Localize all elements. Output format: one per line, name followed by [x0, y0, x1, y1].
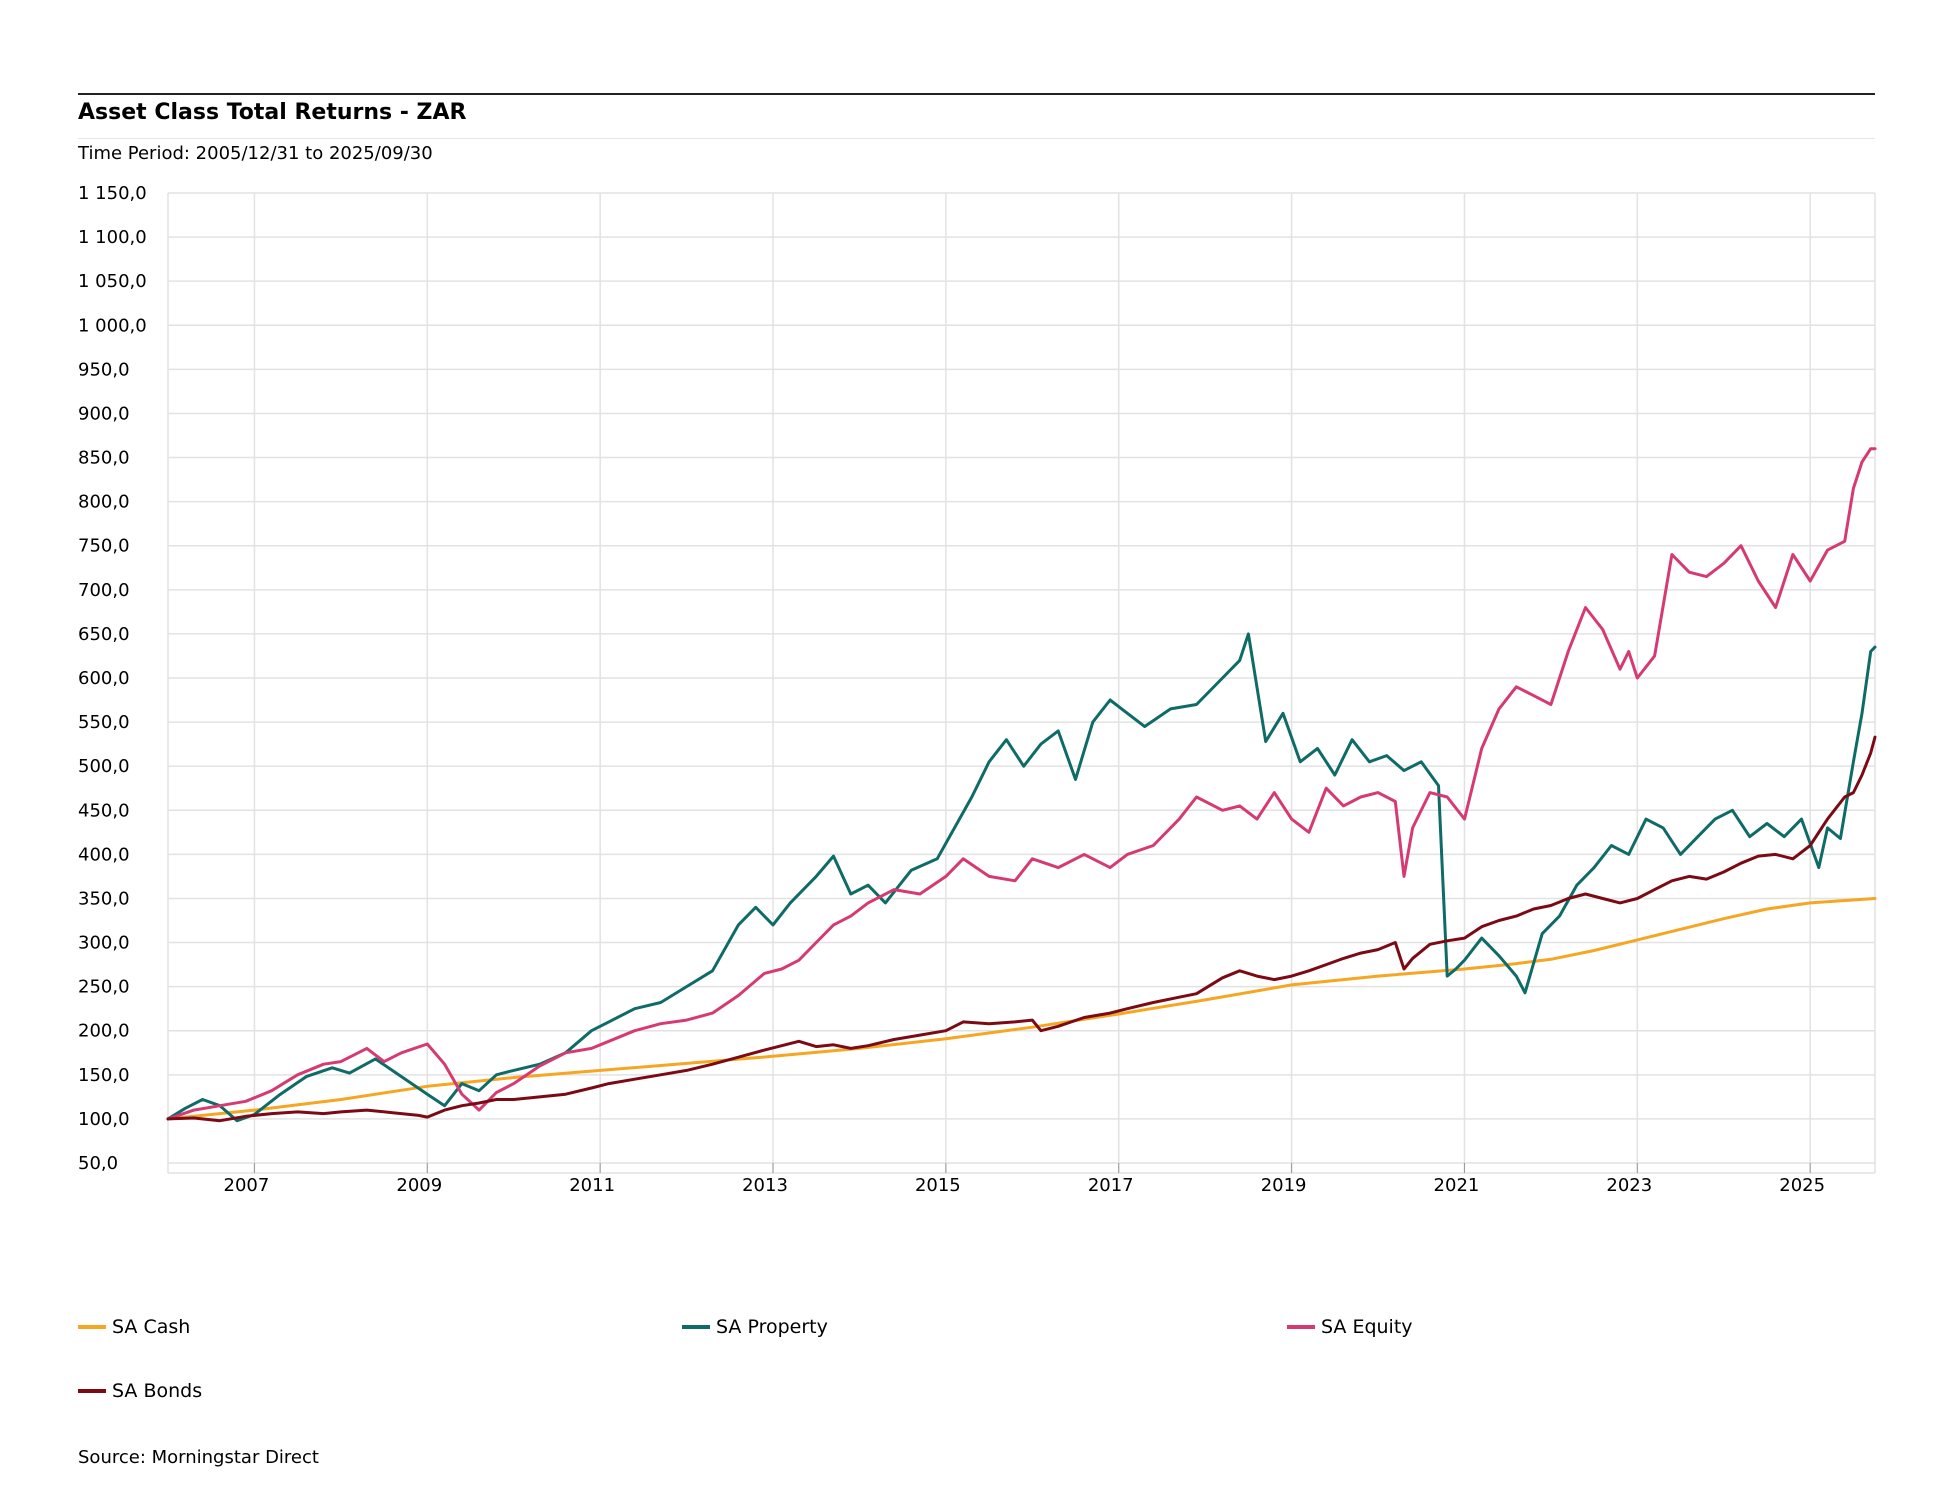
- x-tick-label: 2007: [224, 1175, 270, 1196]
- y-tick-label: 800,0: [78, 492, 130, 513]
- x-tick-label: 2015: [915, 1175, 961, 1196]
- y-tick-label: 1 150,0: [78, 183, 147, 204]
- x-tick-label: 2013: [742, 1175, 788, 1196]
- y-tick-label: 300,0: [78, 933, 130, 954]
- x-axis: 2007 2009 2011 2013 2015 2017 2019 2021 2023 2025: [224, 1163, 1825, 1196]
- title-rule: [78, 93, 1875, 95]
- source-note: Source: Morningstar Direct: [78, 1447, 319, 1468]
- y-tick-label: 500,0: [78, 756, 130, 777]
- legend-swatch: [1287, 1325, 1315, 1329]
- legend-swatch: [78, 1325, 106, 1329]
- x-tick-label: 2019: [1261, 1175, 1307, 1196]
- series-line-sa-equity: [166, 447, 1877, 1121]
- y-tick-label: 650,0: [78, 624, 130, 645]
- legend-label: SA Cash: [112, 1316, 191, 1338]
- series-line-sa-property: [166, 632, 1877, 1123]
- legend-item-sa-property: SA Property: [682, 1316, 828, 1338]
- legend-item-sa-cash: SA Cash: [78, 1316, 190, 1338]
- x-tick-label: 2011: [569, 1175, 615, 1196]
- chart-grid: [167, 192, 1876, 1174]
- subtitle-rule: [78, 138, 1875, 139]
- y-tick-label: 950,0: [78, 359, 130, 380]
- series-line-sa-cash: [166, 897, 1877, 1121]
- legend-label: SA Bonds: [112, 1380, 203, 1402]
- y-tick-label: 850,0: [78, 448, 130, 469]
- y-tick-label: 100,0: [78, 1109, 130, 1130]
- y-tick-label: 400,0: [78, 844, 130, 865]
- chart-subtitle: Time Period: 2005/12/31 to 2025/09/30: [78, 143, 433, 164]
- y-tick-label: 350,0: [78, 888, 130, 909]
- line-chart: 50,0 100,0 150,0 200,0 250,0 300,0 350,0 400,0 4…: [78, 183, 1877, 1196]
- legend-label: SA Property: [716, 1316, 828, 1338]
- y-tick-label: 750,0: [78, 536, 130, 557]
- x-tick-label: 2017: [1088, 1175, 1134, 1196]
- y-tick-label: 1 100,0: [78, 227, 147, 248]
- legend-item-sa-bonds: SA Bonds: [78, 1380, 202, 1402]
- chart-series: [166, 447, 1877, 1123]
- legend-label: SA Equity: [1321, 1316, 1413, 1338]
- y-tick-label: 250,0: [78, 977, 130, 998]
- x-tick-label: 2025: [1779, 1175, 1825, 1196]
- x-tick-label: 2009: [396, 1175, 442, 1196]
- y-tick-label: 50,0: [78, 1153, 118, 1174]
- y-tick-label: 1 050,0: [78, 271, 147, 292]
- y-tick-label: 150,0: [78, 1065, 130, 1086]
- y-tick-label: 450,0: [78, 800, 130, 821]
- legend-item-sa-equity: SA Equity: [1287, 1316, 1413, 1338]
- y-tick-label: 900,0: [78, 403, 130, 424]
- chart-title: Asset Class Total Returns - ZAR: [78, 100, 467, 125]
- x-tick-label: 2023: [1606, 1175, 1652, 1196]
- legend-swatch: [682, 1325, 710, 1329]
- legend-swatch: [78, 1389, 106, 1393]
- y-tick-label: 550,0: [78, 712, 130, 733]
- y-tick-label: 700,0: [78, 580, 130, 601]
- x-tick-label: 2021: [1434, 1175, 1480, 1196]
- y-axis: 50,0 100,0 150,0 200,0 250,0 300,0 350,0 400,0 4…: [78, 183, 147, 1174]
- series-line-sa-bonds: [166, 735, 1877, 1123]
- y-tick-label: 600,0: [78, 668, 130, 689]
- y-tick-label: 1 000,0: [78, 315, 147, 336]
- y-tick-label: 200,0: [78, 1021, 130, 1042]
